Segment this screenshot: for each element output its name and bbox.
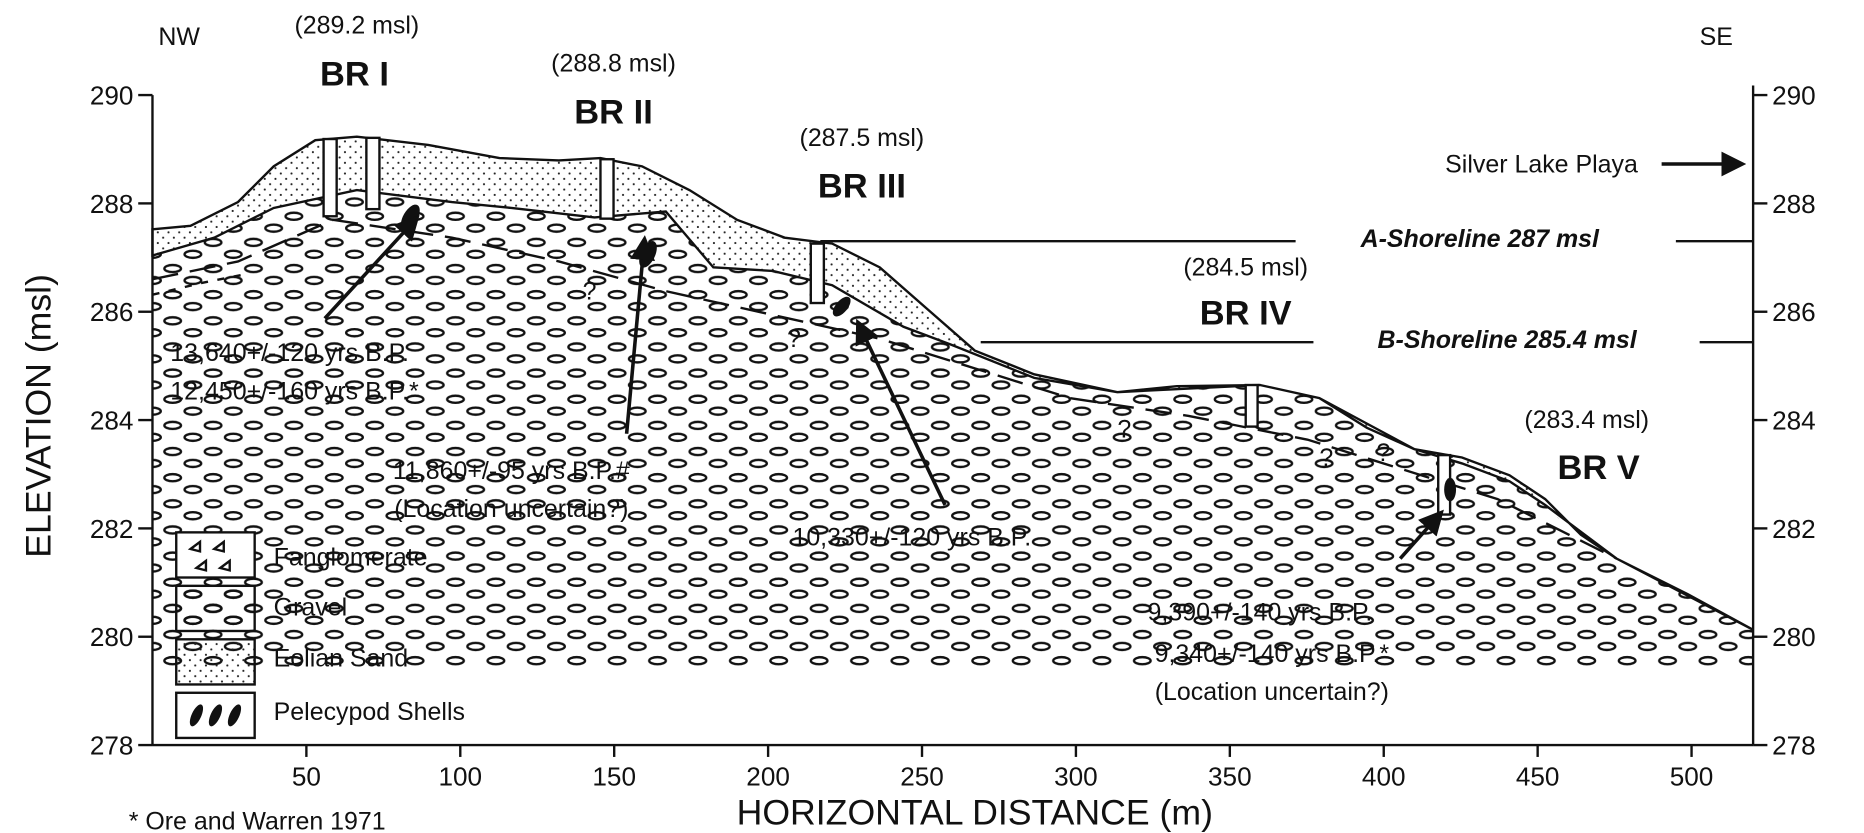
legend-label: Eolian Sand [274, 645, 408, 673]
y-tick-label-right: 286 [1772, 297, 1816, 327]
borehole-name: BR V [1557, 449, 1639, 487]
x-tick-label: 50 [292, 761, 321, 791]
question-mark: ? [1319, 444, 1333, 472]
date-label: (Location uncertain?) [394, 495, 628, 523]
borehole-elevation: (288.8 msl) [551, 49, 676, 77]
question-mark: ? [583, 277, 597, 305]
shoreline-label: A-Shoreline 287 msl [1360, 225, 1600, 253]
x-tick-label: 150 [592, 761, 636, 791]
legend-label: Fanglomerate [274, 544, 428, 572]
borehole-elevation: (284.5 msl) [1183, 254, 1308, 282]
date-label: 9,390+/-140 yrs B.P. [1148, 598, 1373, 626]
borehole-elevation: (283.4 msl) [1524, 406, 1649, 434]
y-tick-label-right: 282 [1772, 514, 1816, 544]
x-axis-title: HORIZONTAL DISTANCE (m) [737, 793, 1213, 833]
y-tick-label: 286 [90, 297, 134, 327]
question-mark: ? [1117, 415, 1131, 443]
shoreline-label: B-Shoreline 285.4 msl [1378, 326, 1638, 354]
terrain [151, 85, 1755, 747]
date-label: 10,330+/-120 yrs B.P. [792, 523, 1031, 551]
question-mark: ? [787, 325, 801, 353]
borehole-elevation: (289.2 msl) [294, 11, 419, 39]
date-label: (Location uncertain?) [1155, 678, 1389, 706]
x-tick-label: 200 [746, 761, 790, 791]
y-tick-label-right: 278 [1772, 731, 1816, 761]
y-tick-label: 284 [90, 406, 134, 436]
y-tick-label: 278 [90, 731, 134, 761]
y-tick-label-right: 290 [1772, 81, 1816, 111]
borehole-elevation: (287.5 msl) [800, 124, 925, 152]
date-label: 9,340+/-140 yrs B.P.* [1155, 640, 1390, 668]
borehole-name: BR IV [1200, 294, 1292, 332]
se-label: SE [1700, 23, 1733, 51]
x-tick-label: 350 [1208, 761, 1252, 791]
date-label: 12,450+/-160 yrs B.P.* [170, 377, 419, 405]
y-tick-label: 282 [90, 514, 134, 544]
y-axis-title: ELEVATION (msl) [18, 274, 58, 558]
date-label: 11,860+/-95 yrs B.P.# [393, 457, 630, 485]
borehole-name: BR III [818, 167, 906, 205]
x-tick-label: 100 [438, 761, 482, 791]
x-tick-label: 450 [1516, 761, 1560, 791]
y-tick-label-right: 284 [1772, 406, 1816, 436]
y-tick-label: 288 [90, 189, 134, 219]
legend-label: Pelecypod Shells [274, 698, 465, 726]
question-mark: ? [1376, 439, 1390, 467]
nw-label: NW [158, 23, 200, 51]
borehole-name: BR I [320, 56, 389, 94]
y-tick-label: 290 [90, 81, 134, 111]
y-tick-label-right: 288 [1772, 189, 1816, 219]
x-tick-label: 300 [1054, 761, 1098, 791]
x-tick-label: 400 [1362, 761, 1406, 791]
y-tick-label-right: 280 [1772, 622, 1816, 652]
y-tick-label: 280 [90, 622, 134, 652]
x-tick-label: 250 [900, 761, 944, 791]
date-label: 13,640+/-120 yrs B.P. [170, 339, 409, 367]
playa-label: Silver Lake Playa [1445, 150, 1638, 178]
borehole-name: BR II [574, 94, 652, 132]
x-tick-label: 500 [1670, 761, 1714, 791]
legend-label: Gravel [274, 594, 347, 622]
footnote: * Ore and Warren 1971 [129, 807, 386, 833]
